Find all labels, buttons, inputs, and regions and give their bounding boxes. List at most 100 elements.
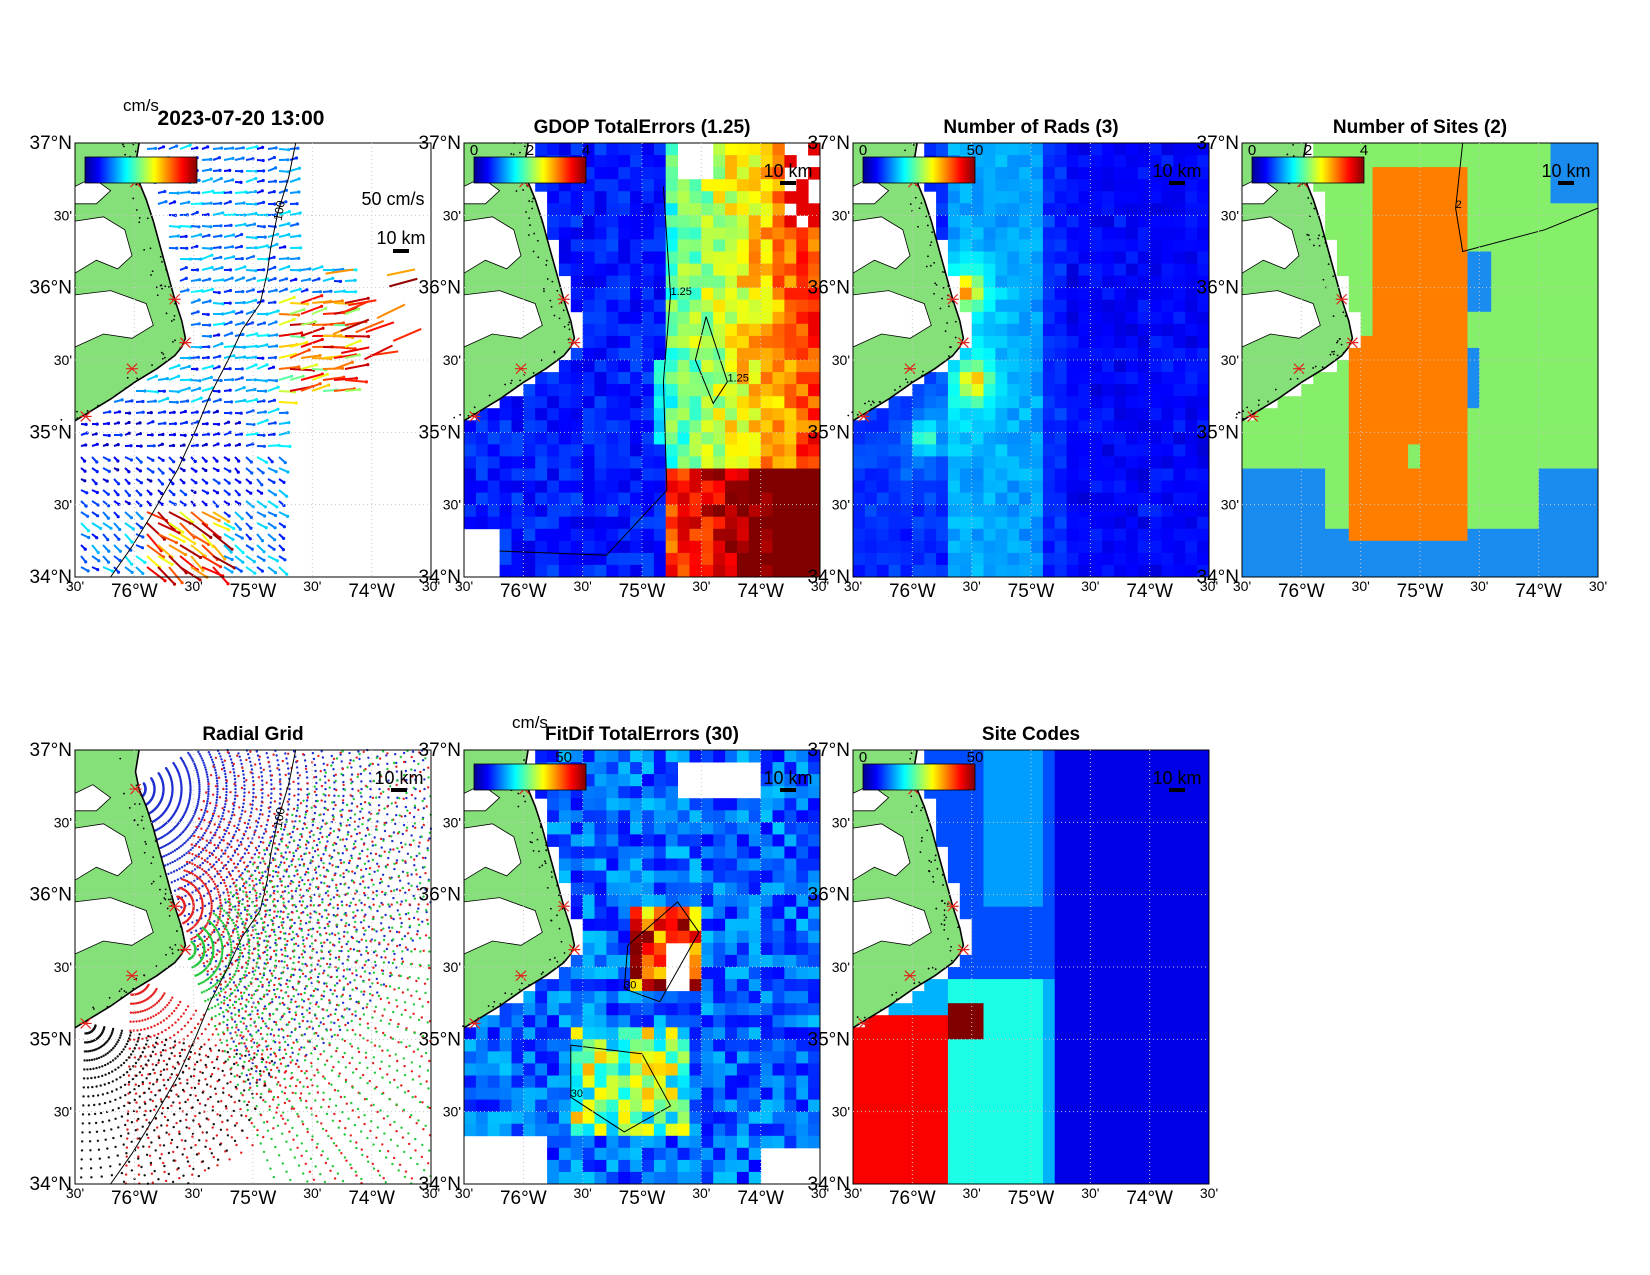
heatmap-cell: [1432, 324, 1444, 337]
heatmap-cell: [1150, 541, 1162, 554]
heatmap-cell: [1102, 348, 1114, 361]
radial-grid-point: [394, 823, 396, 825]
heatmap-cell: [936, 456, 948, 469]
heatmap-cell: [948, 143, 960, 156]
heatmap-cell: [1479, 396, 1491, 409]
heatmap-cell: [995, 215, 1007, 228]
vector-head: [171, 482, 174, 485]
vector-head: [195, 433, 198, 436]
heatmap-cell: [500, 505, 512, 518]
vector-head: [161, 443, 164, 446]
shore-dot: [553, 351, 555, 353]
heatmap-cell: [1468, 565, 1480, 578]
vector-head: [241, 257, 244, 260]
shore-dot: [921, 374, 923, 376]
radial-grid-point: [259, 763, 261, 765]
heatmap-cell: [666, 312, 678, 325]
heatmap-cell: [761, 384, 773, 397]
heatmap-cell: [773, 408, 785, 421]
vector-head: [210, 254, 213, 257]
radial-grid-point: [252, 788, 254, 790]
heatmap-cell: [630, 565, 642, 578]
heatmap-cell: [1503, 203, 1515, 216]
heatmap-cell: [618, 312, 630, 325]
heatmap-cell: [1197, 408, 1209, 421]
heatmap-cell: [761, 360, 773, 373]
heatmap-cell: [960, 481, 972, 494]
heatmap-cell: [1408, 444, 1420, 457]
heatmap-cell: [1503, 432, 1515, 445]
vector-head: [215, 460, 218, 463]
heatmap-cell: [761, 541, 773, 554]
heatmap-cell: [1373, 252, 1385, 265]
heatmap-cell: [642, 493, 654, 506]
heatmap-cell: [1396, 288, 1408, 301]
heatmap-cell: [948, 252, 960, 265]
heatmap-cell: [1515, 456, 1527, 469]
radial-grid-point: [211, 759, 213, 761]
shore-dot: [115, 395, 117, 397]
heatmap-cell: [1197, 360, 1209, 373]
heatmap-cell: [1574, 372, 1586, 385]
heatmap-cell: [1114, 155, 1126, 168]
vector-head: [275, 505, 278, 508]
shore-dot: [1246, 407, 1248, 409]
heatmap-cell: [1479, 420, 1491, 433]
vector-head: [366, 363, 369, 366]
vector-head: [210, 376, 213, 379]
heatmap-cell: [808, 517, 820, 530]
heatmap-cell: [1114, 565, 1126, 578]
vector-head: [172, 471, 175, 474]
heatmap-cell: [1408, 517, 1420, 530]
radial-grid-point: [216, 777, 218, 779]
heatmap-cell: [784, 288, 796, 301]
heatmap-cell: [1574, 300, 1586, 313]
lon-tick-label: 30': [692, 578, 710, 594]
heatmap-cell: [571, 493, 583, 506]
vector-head: [195, 368, 198, 371]
heatmap-cell: [725, 444, 737, 457]
heatmap-cell: [1197, 336, 1209, 349]
heatmap-cell: [1138, 312, 1150, 325]
heatmap-cell: [1574, 276, 1586, 289]
shore-dot: [943, 287, 945, 289]
heatmap-cell: [1479, 336, 1491, 349]
vector-head: [209, 225, 212, 228]
shore-dot: [513, 154, 515, 156]
heatmap-cell: [666, 469, 678, 482]
vector-head: [173, 583, 176, 586]
current-vector: [345, 341, 360, 347]
heatmap-cell: [1539, 143, 1551, 156]
colorbar-tick-label: 2: [1304, 142, 1312, 159]
heatmap-cell: [1384, 444, 1396, 457]
heatmap-cell: [1373, 203, 1385, 216]
heatmap-cell: [749, 155, 761, 168]
heatmap-cell: [725, 481, 737, 494]
heatmap-cell: [1197, 324, 1209, 337]
heatmap-cell: [1420, 155, 1432, 168]
heatmap-cell: [1479, 456, 1491, 469]
vector-head: [174, 422, 177, 425]
heatmap-cell: [642, 239, 654, 252]
radial-grid-point: [220, 758, 222, 760]
vector-head: [83, 470, 86, 473]
heatmap-cell: [1456, 481, 1468, 494]
heatmap-cell: [1114, 312, 1126, 325]
vector-head: [367, 297, 370, 300]
radial-grid-point: [358, 818, 360, 820]
heatmap-cell: [1185, 469, 1197, 482]
heatmap-cell: [618, 324, 630, 337]
heatmap-cell: [559, 444, 571, 457]
radial-grid-point: [225, 782, 227, 784]
heatmap-cell: [1527, 444, 1539, 457]
shore-dot: [568, 321, 570, 323]
heatmap-cell: [1090, 264, 1102, 277]
heatmap-cell: [500, 517, 512, 530]
heatmap-cell: [1031, 239, 1043, 252]
heatmap-cell: [1539, 288, 1551, 301]
heatmap-cell: [630, 143, 642, 156]
vector-head: [161, 482, 164, 485]
heatmap-cell: [960, 215, 972, 228]
heatmap-cell: [1102, 505, 1114, 518]
panel-title: GDOP TotalErrors (1.25): [534, 117, 751, 138]
